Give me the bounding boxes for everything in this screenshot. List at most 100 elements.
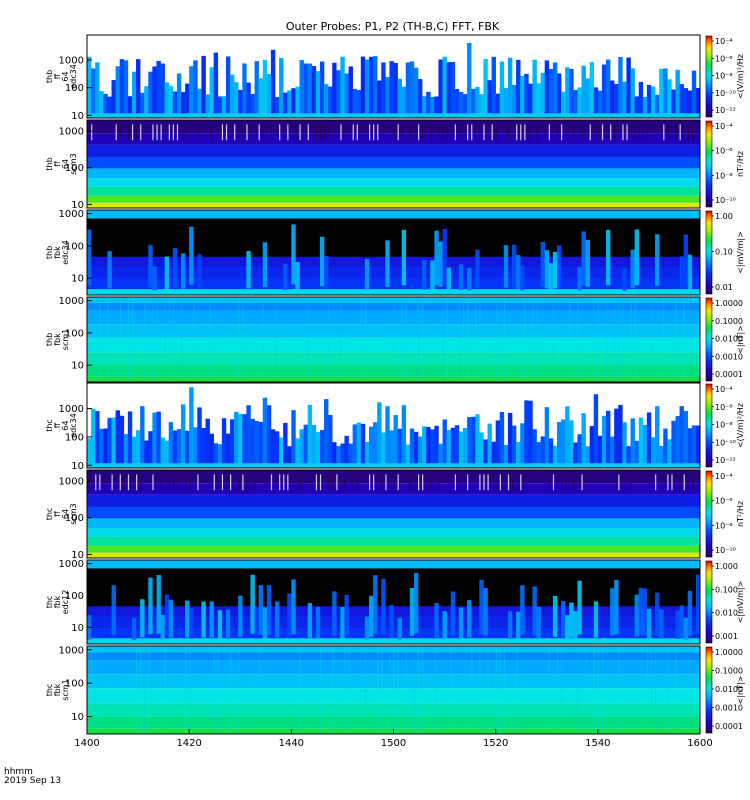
spectral-column bbox=[577, 87, 582, 118]
spectral-column bbox=[462, 297, 465, 382]
colorbar-tick-label: 10⁻¹⁰ bbox=[715, 438, 736, 447]
spectral-column bbox=[91, 68, 96, 118]
spectral-column bbox=[503, 88, 509, 118]
spectral-column bbox=[467, 42, 472, 119]
spectral-column bbox=[381, 474, 383, 491]
spectral-column bbox=[422, 426, 427, 468]
spectral-column bbox=[552, 474, 555, 491]
spectral-column bbox=[418, 79, 423, 118]
spectral-column bbox=[136, 430, 141, 468]
spectral-column bbox=[646, 124, 649, 141]
spectral-column bbox=[234, 82, 239, 118]
spectral-column bbox=[536, 297, 538, 382]
spectral-column bbox=[328, 124, 330, 141]
spectral-column bbox=[597, 646, 600, 734]
spectral-column bbox=[148, 577, 153, 635]
spectral-column bbox=[467, 416, 472, 468]
colorbar bbox=[705, 297, 713, 382]
spectral-column bbox=[422, 474, 424, 491]
freq-band bbox=[87, 337, 700, 353]
spectral-column bbox=[131, 436, 137, 468]
spectral-column bbox=[262, 607, 268, 639]
spectral-column bbox=[577, 434, 582, 468]
spectral-column bbox=[385, 406, 390, 468]
spectral-column bbox=[144, 86, 149, 118]
spectral-column bbox=[356, 474, 358, 491]
spectral-column bbox=[528, 83, 533, 118]
spectral-column bbox=[315, 474, 318, 491]
spectral-column bbox=[148, 431, 153, 468]
spectral-column bbox=[606, 297, 608, 382]
spectral-column bbox=[373, 124, 375, 141]
spectral-column bbox=[442, 228, 447, 286]
spectral-column bbox=[516, 255, 521, 290]
colorbar-tick-label: 0.1000 bbox=[715, 667, 743, 676]
freq-band bbox=[87, 156, 700, 169]
y-tick-label: 10 bbox=[71, 200, 84, 211]
spectral-column bbox=[622, 297, 624, 382]
spectral-column bbox=[393, 646, 395, 734]
spectral-column bbox=[606, 59, 611, 118]
spectral-column bbox=[225, 124, 228, 141]
spectral-column bbox=[618, 646, 620, 734]
spectral-column bbox=[115, 66, 120, 118]
colorbar-tick-label: 0.1000 bbox=[715, 317, 743, 326]
freq-band bbox=[87, 545, 700, 553]
spectral-column bbox=[503, 445, 509, 468]
spectral-column bbox=[164, 297, 166, 382]
spectral-column bbox=[483, 439, 488, 468]
spectral-column bbox=[667, 79, 672, 118]
spectral-column bbox=[364, 646, 367, 734]
spectral-column bbox=[683, 474, 685, 491]
spectral-column bbox=[225, 56, 231, 118]
spectral-column bbox=[168, 422, 174, 468]
colorbar-tick-label: 10⁻⁴ bbox=[715, 37, 733, 46]
spectral-column bbox=[548, 68, 554, 118]
spectral-column bbox=[103, 428, 108, 468]
spectral-column bbox=[364, 59, 370, 118]
spectral-column bbox=[238, 646, 240, 734]
colorbar bbox=[705, 383, 713, 468]
y-tick-label: 1000 bbox=[59, 404, 84, 415]
spectral-column bbox=[217, 610, 223, 639]
spectral-column bbox=[495, 124, 497, 141]
spectral-column bbox=[246, 474, 248, 491]
spectral-column bbox=[111, 585, 116, 636]
panel-frame bbox=[86, 34, 701, 119]
spectral-column bbox=[642, 96, 648, 118]
spectral-column bbox=[495, 297, 497, 382]
panel-thc-fbk-scm1: 1000 100 10 thcfbkscm1 1.0000 0.1000 0.0100 0.0… bbox=[45, 645, 745, 735]
spectral-column bbox=[646, 646, 649, 734]
spectral-column bbox=[87, 297, 89, 382]
x-tick-label: 1440 bbox=[279, 738, 304, 749]
spectral-column bbox=[601, 64, 607, 118]
y-tick-label: 10 bbox=[71, 550, 84, 561]
spectral-column bbox=[683, 410, 689, 468]
colorbar-tick-label: 10⁻⁸ bbox=[715, 421, 733, 430]
y-tick-label: 10 bbox=[71, 111, 84, 122]
spectral-column bbox=[217, 96, 223, 118]
spectral-column bbox=[368, 474, 371, 491]
freq-band bbox=[87, 660, 700, 675]
spectral-column bbox=[413, 646, 416, 734]
spectral-column bbox=[458, 431, 464, 468]
colorbar bbox=[705, 470, 713, 558]
spectral-column bbox=[389, 604, 394, 639]
spectral-column bbox=[405, 62, 411, 118]
spectral-column bbox=[91, 646, 93, 734]
spectral-column bbox=[409, 428, 415, 468]
spectral-column bbox=[373, 422, 378, 468]
spectral-column bbox=[561, 91, 566, 118]
spectral-column bbox=[552, 251, 558, 289]
spectral-column bbox=[193, 427, 198, 468]
spectral-column bbox=[127, 96, 133, 118]
spectral-column bbox=[512, 425, 517, 468]
spectral-column bbox=[544, 60, 550, 118]
spectral-column bbox=[152, 412, 157, 468]
spectral-column bbox=[336, 446, 341, 468]
spectral-column bbox=[119, 297, 121, 382]
spectral-column bbox=[205, 94, 210, 118]
spectral-column bbox=[287, 90, 292, 118]
spectral-column bbox=[679, 474, 681, 491]
